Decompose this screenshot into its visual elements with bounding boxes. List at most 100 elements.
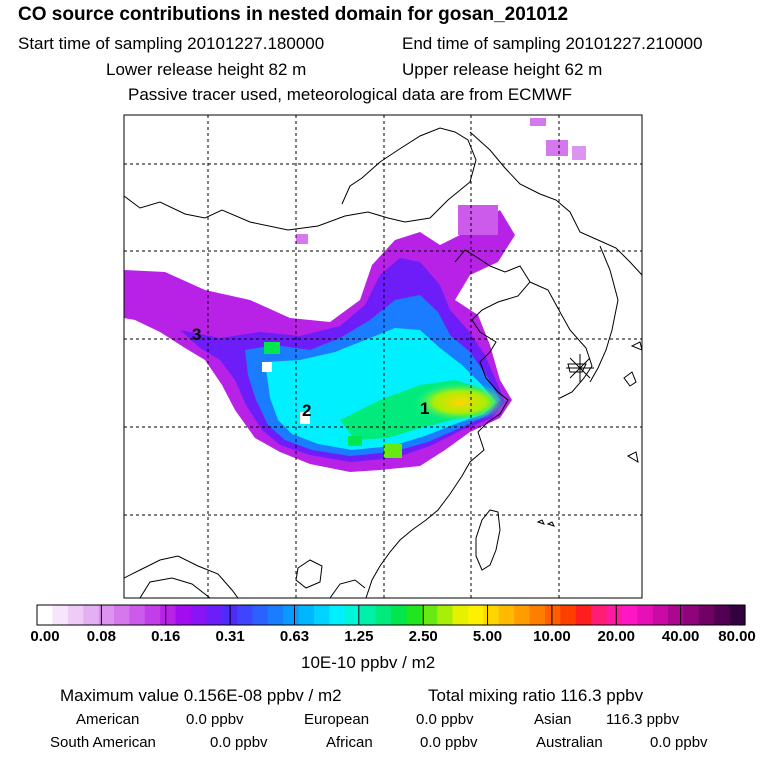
colorbar-cell (237, 605, 254, 625)
colorbar-cell (129, 605, 146, 625)
colorbar-cell (360, 605, 377, 625)
colorbar-tick-label: 0.00 (30, 628, 60, 645)
colorbar-tick-label: 20.00 (597, 628, 636, 645)
plume-patch (458, 205, 498, 235)
colorbar-cell (267, 605, 284, 625)
colorbar-cell (621, 605, 638, 625)
plume-patch (384, 444, 402, 458)
max-value: Maximum value 0.156E-08 ppbv / m2 (60, 686, 342, 705)
colorbar-cell (206, 605, 223, 625)
colorbar-cell (160, 605, 177, 625)
colorbar-units: 10E-10 ppbv / m2 (301, 653, 436, 672)
colorbar-cell (175, 605, 192, 625)
coastline (529, 281, 593, 399)
colorbar-cell (190, 605, 207, 625)
border-line (469, 131, 642, 276)
european-label: European (304, 711, 370, 728)
plume-patch (262, 362, 272, 372)
colorbar-cell (37, 605, 53, 625)
plume-patch (264, 342, 280, 354)
region-label-2: 2 (302, 401, 311, 420)
colorbar-cell (83, 605, 100, 625)
colorbar-cell (544, 605, 561, 625)
island-small (546, 521, 555, 527)
colorbar-cell (283, 605, 300, 625)
colorbar-tick-label: 0.63 (279, 628, 310, 645)
colorbar-cell (698, 605, 715, 625)
colorbar-cell (98, 605, 115, 625)
colorbar-cell (467, 605, 484, 625)
coastline (365, 249, 531, 598)
plume-patch (546, 140, 568, 156)
region-label-3: 3 (192, 325, 201, 344)
map-frame (123, 114, 643, 599)
colorbar-cell (252, 605, 269, 625)
colorbar-cell (729, 605, 746, 625)
asian-value: 116.3 ppbv (606, 711, 680, 728)
colorbar-tick-label: 2.50 (408, 628, 438, 645)
colorbar-cell (144, 605, 161, 625)
colorbar-tick-label: 40.00 (661, 628, 700, 645)
colorbar-frame (36, 604, 746, 626)
colorbar-cell (714, 605, 731, 625)
plume-hotspot (412, 382, 508, 422)
african-label: African (326, 734, 373, 751)
colorbar-cell (113, 605, 130, 625)
south-american-label: South American (50, 734, 156, 751)
border-line (124, 127, 477, 231)
colorbar-cell (560, 605, 577, 625)
colorbar-tick-label: 10.00 (533, 628, 571, 645)
island-japan (623, 371, 637, 387)
start-time-label: Start time of sampling 20101227.180000 (18, 34, 325, 53)
plume-patch (530, 118, 546, 126)
colorbar-cell (406, 605, 423, 625)
colorbar-cell (375, 605, 392, 625)
colorbar-tick-label: 0.08 (86, 628, 116, 645)
colorbar-cell (514, 605, 531, 625)
colorbar-cell (452, 605, 469, 625)
south-american-value: 0.0 ppbv (210, 734, 268, 751)
colorbar-cell (391, 605, 407, 625)
plume-patch (300, 412, 310, 424)
colorbar-cell (591, 605, 608, 625)
colorbar-cell (498, 605, 515, 625)
colorbar-cell (329, 605, 346, 625)
receptor-marker (566, 354, 594, 382)
island-taiwan (475, 509, 501, 571)
asian-label: Asian (534, 711, 572, 728)
plume-patch (348, 436, 362, 446)
colorbar-cell (668, 605, 685, 625)
colorbar-cell (344, 605, 361, 625)
colorbar-tick-label: 1.25 (344, 628, 374, 645)
island-japan (626, 451, 639, 464)
end-time-label: End time of sampling 20101227.210000 (402, 34, 703, 53)
colorbar-cell (67, 605, 84, 625)
tracer-note: Passive tracer used, meteorological data… (128, 85, 573, 104)
colorbar-cell (637, 605, 654, 625)
border-line (139, 577, 211, 598)
island-japan (630, 341, 642, 351)
colorbar-cell (606, 605, 623, 625)
colorbar-cell (421, 605, 438, 625)
upper-release-label: Upper release height 62 m (402, 60, 603, 79)
colorbar-tick-label: 0.16 (151, 628, 181, 645)
colorbar (36, 604, 746, 626)
australian-value: 0.0 ppbv (650, 734, 708, 751)
total-mixing-ratio: Total mixing ratio 116.3 ppbv (428, 686, 644, 705)
colorbar-cell (298, 605, 315, 625)
border-line (124, 555, 239, 598)
american-value: 0.0 ppbv (186, 711, 244, 728)
plume-patch (572, 146, 586, 160)
colorbar-cell (437, 605, 454, 625)
colorbar-cell (652, 605, 669, 625)
coastline (329, 579, 366, 598)
colorbar-cell (529, 605, 546, 625)
island-small (536, 519, 545, 525)
colorbar-cell (575, 605, 592, 625)
coastline (589, 245, 619, 383)
plume-patch (296, 234, 308, 244)
colorbar-tick-label: 80.00 (718, 628, 756, 645)
colorbar-tick-label: 0.31 (215, 628, 245, 645)
colorbar-cell (483, 605, 500, 625)
